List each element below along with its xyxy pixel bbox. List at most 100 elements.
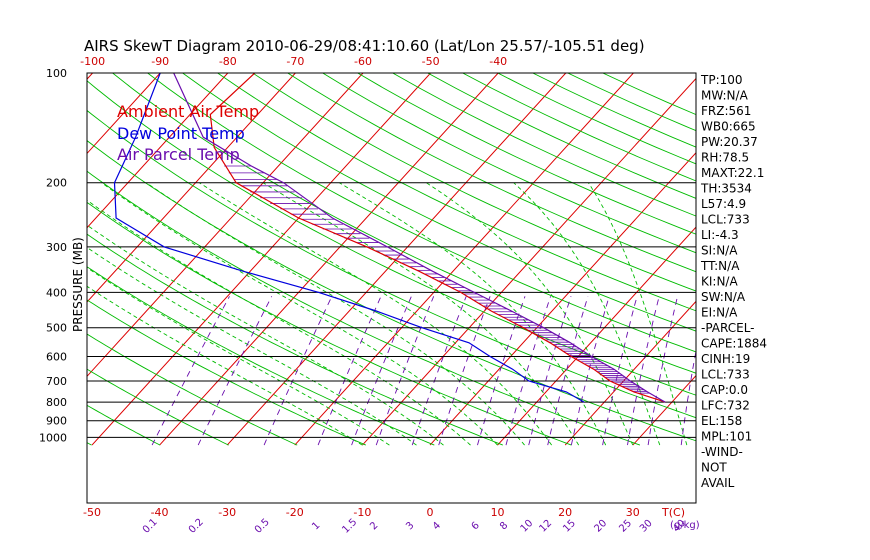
isotherm-line	[836, 73, 870, 445]
pressure-tick-label: 1000	[39, 431, 67, 444]
mixing-ratio-line	[647, 296, 678, 446]
mixing-ratio-label: 15	[561, 518, 578, 535]
mixing-ratio-label: 12	[538, 518, 555, 535]
isotherm-line	[87, 73, 229, 229]
parameter-item: WB0:665	[701, 120, 756, 134]
mixing-ratio-label: 0.2	[187, 517, 206, 536]
pressure-tick-label: 700	[46, 375, 67, 388]
parameter-item: -WIND-	[701, 445, 743, 459]
dry-adiabat-line	[112, 73, 696, 374]
dry-adiabat-line	[87, 333, 298, 446]
mixing-ratio-label: 0.5	[253, 517, 272, 536]
bottom-temp-tick-label: 0	[426, 506, 433, 519]
mixing-ratio-label: 1.5	[340, 517, 359, 536]
mixing-ratio-label: 4	[431, 520, 443, 532]
isotherm-line	[87, 73, 296, 303]
dry-adiabat-line	[217, 73, 696, 312]
profile-lines	[113, 73, 666, 403]
dry-adiabat-line	[87, 233, 503, 446]
mixing-ratio-label: 30	[638, 518, 655, 535]
mixing-ratio-line	[151, 296, 230, 446]
isotherm-line	[768, 73, 870, 445]
top-temp-tick-label: -90	[151, 55, 169, 68]
mixing-ratio-label: 6	[470, 520, 482, 532]
parameter-item: MPL:101	[701, 430, 752, 444]
dry-adiabat-line	[87, 140, 696, 442]
pressure-tick-label: 100	[46, 67, 67, 80]
parameter-item: LCL:733	[701, 213, 750, 227]
dry-adiabat-line	[87, 201, 572, 446]
bottom-temp-ticks: -50 -40 -30 -20 -10 0 10 20 30	[83, 506, 640, 519]
isotherm-line	[91, 73, 431, 446]
mixing-ratio-line	[438, 296, 491, 446]
dry-adiabat-line	[87, 266, 435, 446]
mixing-ratio-label: 20	[592, 518, 609, 535]
parameter-item: TP:100	[700, 73, 743, 87]
dry-adiabat-line	[87, 404, 161, 446]
parameter-item: L57:4.9	[701, 197, 746, 211]
moist-adiabat-line	[426, 182, 634, 446]
legend-ambient: Ambient Air Temp	[117, 102, 259, 121]
mixing-ratio-label: 10	[519, 518, 536, 535]
dry-adiabat-line	[87, 368, 229, 446]
top-temp-tick-label: -100	[80, 55, 105, 68]
mixing-ratio-line	[411, 296, 467, 446]
bottom-temp-tick-label: -30	[218, 506, 236, 519]
moist-adiabat-line	[87, 267, 390, 446]
mixing-ratio-line	[263, 296, 333, 446]
moist-adiabat-line	[87, 224, 444, 446]
mixing-ratio-line	[627, 296, 660, 446]
plot-frame	[86, 72, 697, 504]
parameter-item: LCL:733	[701, 368, 750, 382]
moist-adiabat-line	[588, 182, 688, 446]
top-temp-ticks: -100 -90 -80 -70 -60 -50 -40	[80, 55, 507, 68]
moist-adiabat-line	[339, 182, 607, 446]
dry-adiabat-line	[322, 73, 696, 254]
parameter-item: TT:N/A	[700, 259, 740, 273]
bottom-temp-tick-label: -40	[151, 506, 169, 519]
pressure-tick-label: 900	[46, 415, 67, 428]
parameter-item: -PARCEL-	[701, 321, 755, 335]
parameter-item: EI:N/A	[701, 306, 738, 320]
mixing-ratio-label: 1	[310, 520, 322, 532]
isotherm-line	[0, 73, 25, 445]
isotherm-line	[87, 73, 161, 155]
dry-adiabat-line	[87, 109, 696, 419]
dry-adiabat-line	[87, 299, 366, 446]
legend-dewpoint: Dew Point Temp	[117, 124, 245, 143]
top-temp-tick-label: -50	[422, 55, 440, 68]
parameter-item: CAPE:1884	[701, 337, 767, 351]
top-temp-tick-label: -60	[354, 55, 372, 68]
bottom-temp-tick-label: -20	[286, 506, 304, 519]
isotherm-line	[497, 226, 696, 446]
parameter-item: PW:20.37	[701, 135, 758, 149]
parameter-item: KI:N/A	[701, 275, 738, 289]
series-line	[113, 73, 585, 403]
parameter-item: CAP:0.0	[701, 383, 748, 397]
parameter-item: NOT	[701, 461, 727, 475]
legend: Ambient Air Temp Dew Point Temp Air Parc…	[117, 102, 259, 164]
mixing-ratio-line	[477, 296, 526, 446]
mixing-ratio-line	[528, 296, 572, 446]
moist-adiabat-line	[262, 182, 580, 446]
isotherm-line	[159, 73, 499, 446]
parameter-item: SI:N/A	[701, 244, 738, 258]
dry-adiabat-line	[87, 170, 641, 446]
dry-adiabat-line	[147, 73, 696, 353]
mixing-ratio-label: 0.1	[141, 517, 160, 536]
dry-adiabat-line	[287, 73, 696, 273]
pressure-tick-label: 300	[46, 241, 67, 254]
mixing-ratio-line	[375, 296, 435, 446]
frame-rect	[86, 72, 697, 504]
mixing-ratio-line	[197, 296, 273, 446]
bottom-temp-tick-label: 30	[626, 506, 640, 519]
bottom-temp-tick-label: 20	[558, 506, 572, 519]
parameter-item: CINH:19	[701, 352, 750, 366]
dry-adiabat-line	[0, 73, 23, 445]
mixing-ratio-line	[505, 296, 552, 446]
pressure-tick-label: 600	[46, 351, 67, 364]
parameter-item: MAXT:22.1	[701, 166, 764, 180]
mixing-ratio-label: 2	[368, 520, 380, 532]
